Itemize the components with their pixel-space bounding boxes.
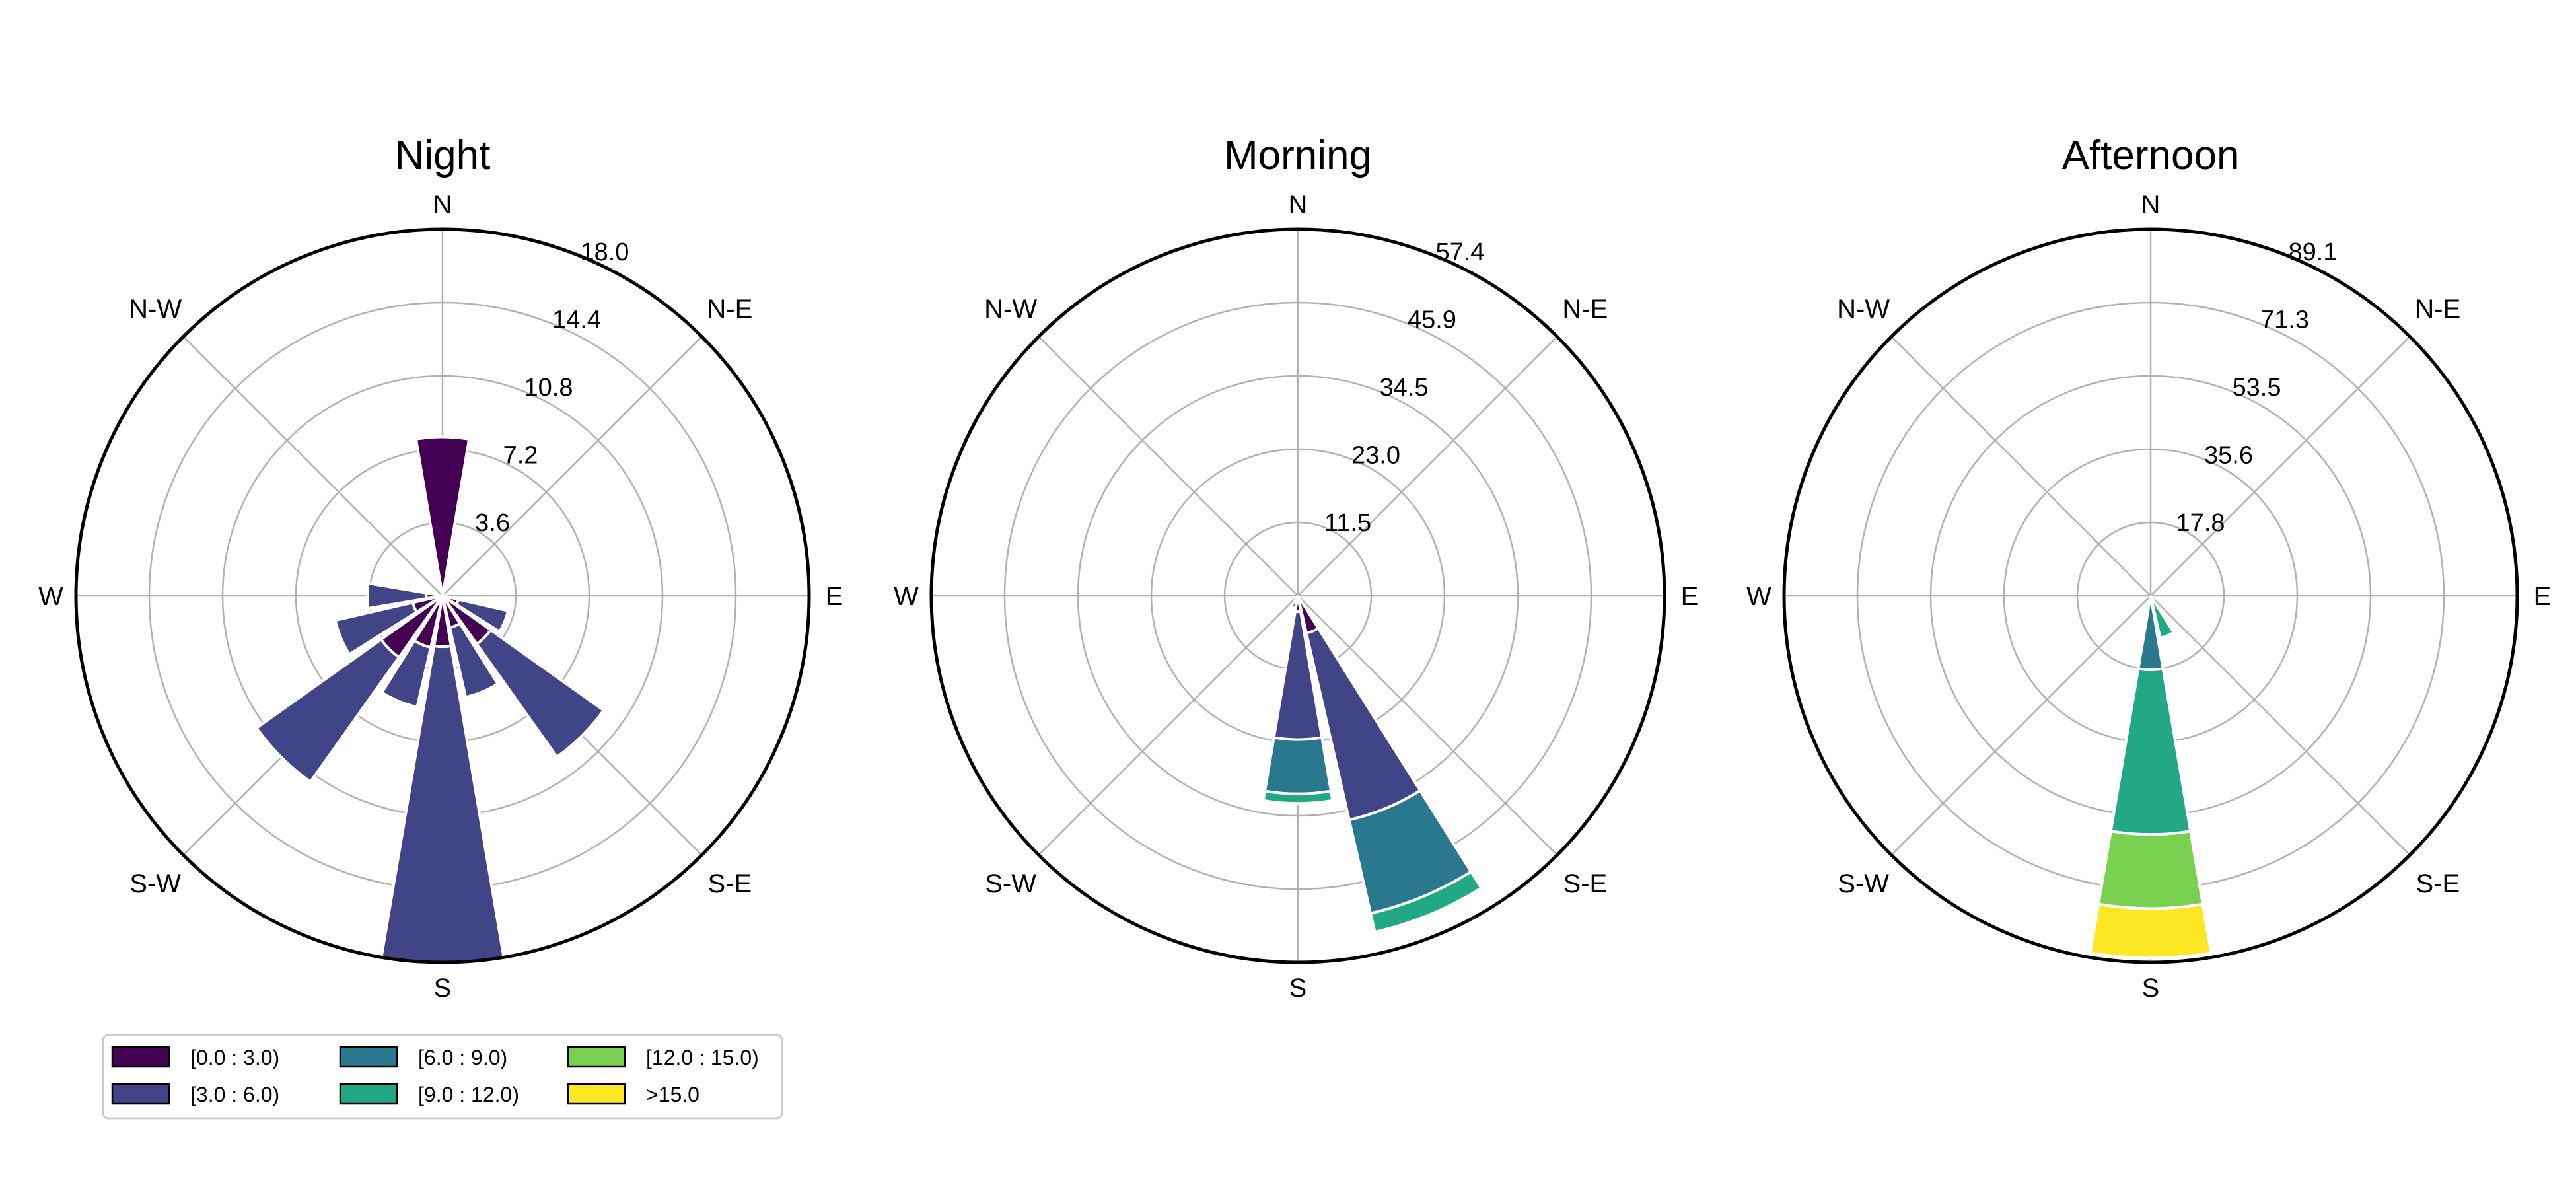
radial-tick-label: 71.3 [2260,306,2309,334]
wind-bar-segment [1262,789,1334,805]
radial-tick-label: 89.1 [2288,238,2337,266]
radial-tick-label: 57.4 [1435,238,1484,266]
direction-label: E [1681,582,1699,611]
legend-label: >15.0 [646,1083,699,1106]
radial-tick-label: 53.5 [2233,374,2281,402]
grid-spoke [442,336,703,596]
direction-label: S-E [1563,869,1608,898]
radial-tick-label: 35.6 [2204,442,2253,470]
chart-title: Night [395,133,491,178]
legend-swatch [567,1083,626,1105]
chart-title: Afternoon [2062,133,2240,178]
wind-bar-segment [454,598,510,633]
direction-label: S-W [129,869,181,898]
grid-spoke [2150,336,2411,596]
direction-label: N-W [129,295,182,324]
radial-tick-label: 10.8 [524,374,573,402]
grid-spoke [1297,336,1558,596]
radial-tick-label: 34.5 [1380,374,1429,402]
grid-spoke [1890,336,2151,596]
wind-bar-segment [448,622,500,699]
direction-label: W [894,582,919,611]
direction-label: S [2142,974,2160,1003]
direction-label: N [2141,190,2161,219]
grid-spoke [1890,595,2151,856]
wind-bar-segment [380,639,433,709]
radial-tick-label: 14.4 [552,306,601,334]
polar-frame [929,227,1666,964]
grid-spoke [1038,336,1299,596]
radial-tick-label: 17.8 [2176,509,2225,537]
wind-bar-segment [2149,594,2176,640]
windrose-morning: Morning 11.5 23.0 34.5 45.9 57.4 N N-E E S-E S S-W W… [894,133,1698,1003]
grid-spoke [1038,595,1299,856]
wind-bar-segment [2096,829,2205,910]
wind-bar-segment [334,600,419,657]
direction-label: S-W [1838,869,1889,898]
grid-spoke [1297,595,1558,856]
wind-bar-segment [254,637,401,784]
legend-swatch [339,1046,398,1068]
polar-frame [1782,227,2519,964]
wind-bar-segment [2089,902,2213,960]
legend: [0.0 : 3.0) [3.0 : 6.0) [6.0 : 9.0) [9.0 : … [102,1034,783,1120]
legend-swatch [111,1083,170,1105]
legend-swatch [111,1046,170,1068]
grid-spoke [2150,595,2411,856]
wind-bar-segment [1369,869,1484,934]
radial-tick-label: 18.0 [580,238,629,266]
wind-bar-segment [2109,667,2192,836]
wind-bar-segment [1289,594,1299,610]
wind-bar-segment [414,435,471,596]
radial-tick-label: 11.5 [1324,509,1371,537]
direction-label: E [2534,582,2552,611]
radial-tick-label: 3.6 [475,509,510,537]
direction-label: N-W [984,295,1037,324]
wind-bar-segment [1263,736,1333,795]
radial-tick-label: 7.2 [503,442,538,470]
windrose-afternoon: Afternoon 17.8 35.6 53.5 71.3 89.1 N N-E E S-E S S-… [1746,133,2551,1003]
wind-bar-segment [365,581,428,610]
legend-label: [0.0 : 3.0) [190,1046,279,1069]
direction-label: S-W [985,869,1036,898]
legend-swatch [567,1046,626,1068]
legend-swatch [339,1083,398,1105]
direction-label: N [1289,190,1308,219]
direction-label: W [38,582,63,611]
direction-label: N-W [1837,295,1890,324]
windrose-night: Night 3.6 7.2 10.8 14.4 18.0 N N-E E S-E S S-W W N-W [38,133,843,1003]
direction-label: S-E [708,869,752,898]
legend-label: [3.0 : 6.0) [190,1083,279,1106]
legend-label: [6.0 : 9.0) [418,1046,507,1069]
direction-label: S [1289,974,1307,1003]
direction-label: W [1746,582,1771,611]
radial-tick-label: 45.9 [1408,306,1456,334]
direction-label: N-E [707,295,752,324]
direction-label: S [434,974,452,1003]
polar-frame [74,227,811,964]
direction-label: E [826,582,843,611]
wind-bar-segment [475,628,606,759]
direction-label: N-E [2415,295,2460,324]
direction-label: N [433,190,452,219]
radial-tick-label: 23.0 [1351,442,1400,470]
direction-label: S-E [2416,869,2460,898]
chart-title: Morning [1224,133,1372,178]
grid-spoke [182,336,443,596]
legend-label: [12.0 : 15.0) [646,1046,759,1069]
direction-label: N-E [1562,295,1608,324]
legend-label: [9.0 : 12.0) [418,1083,519,1106]
